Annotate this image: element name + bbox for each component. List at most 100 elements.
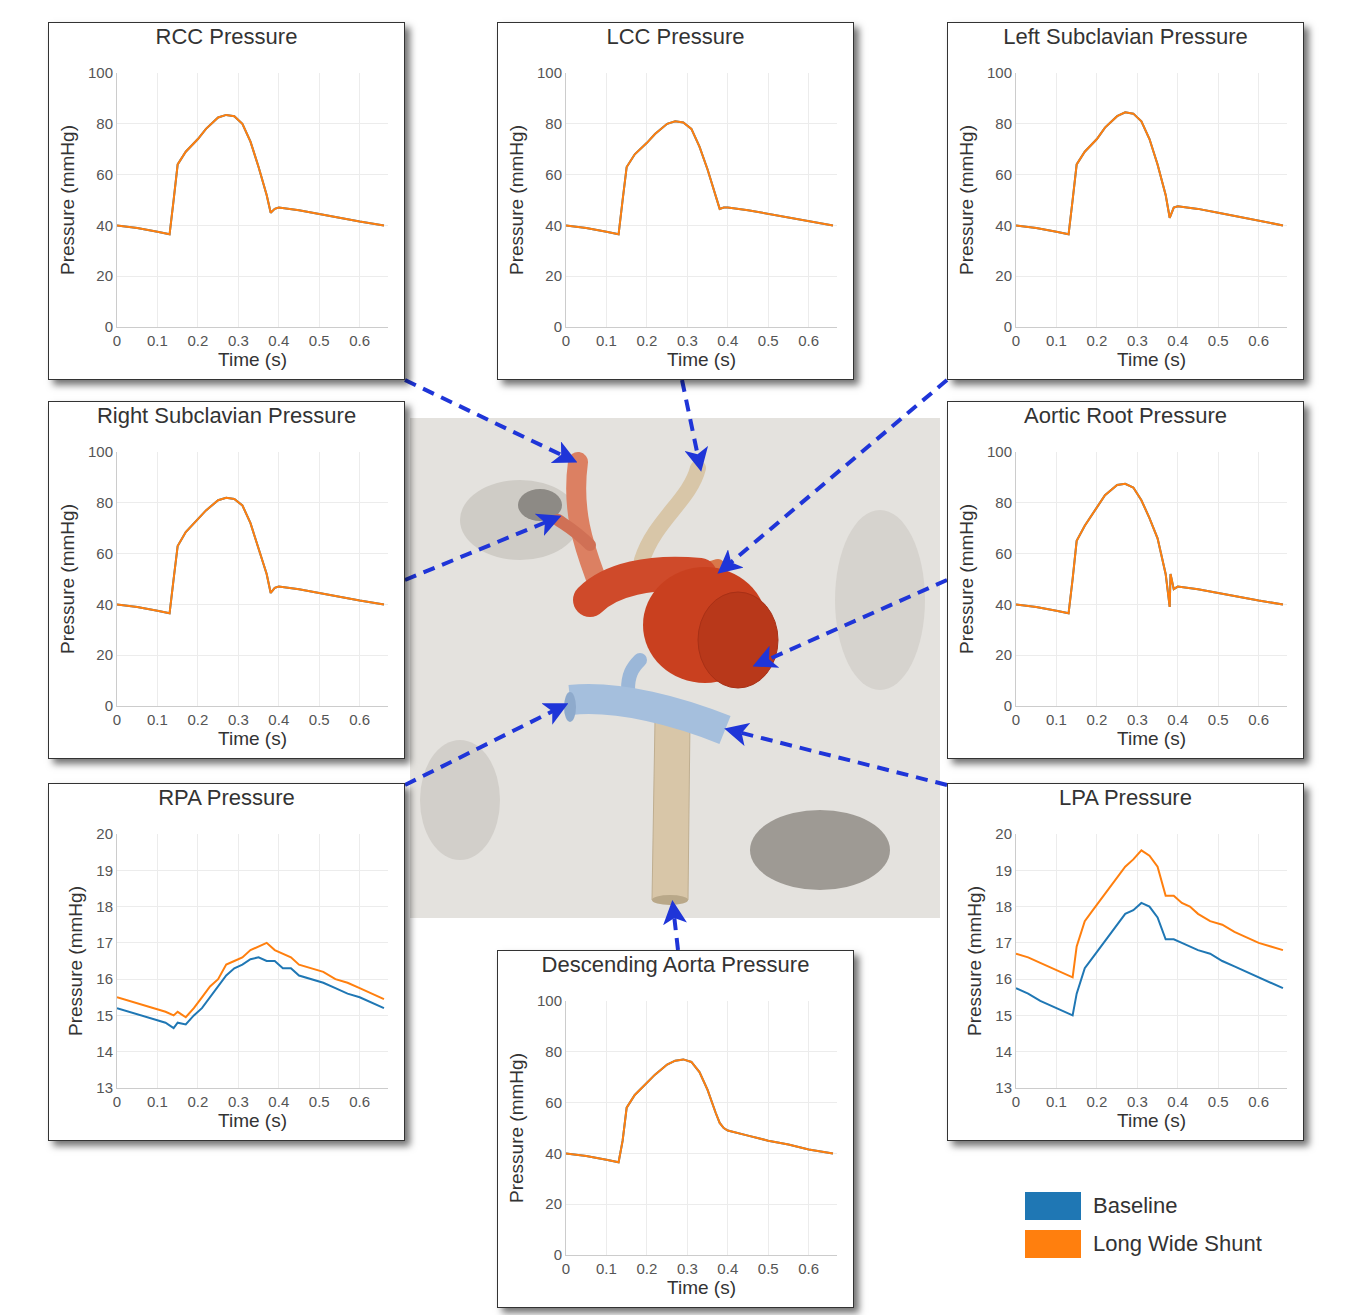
svg-text:Time (s): Time (s) bbox=[667, 1277, 736, 1298]
svg-text:0: 0 bbox=[1004, 697, 1012, 714]
svg-text:0: 0 bbox=[113, 1093, 121, 1110]
svg-text:Pressure (mmHg): Pressure (mmHg) bbox=[506, 125, 527, 275]
svg-text:16: 16 bbox=[96, 970, 113, 987]
svg-text:0.1: 0.1 bbox=[1046, 332, 1067, 349]
svg-text:20: 20 bbox=[545, 1195, 562, 1212]
svg-text:60: 60 bbox=[96, 545, 113, 562]
svg-text:13: 13 bbox=[96, 1079, 113, 1096]
svg-text:0.3: 0.3 bbox=[1127, 711, 1148, 728]
svg-text:14: 14 bbox=[96, 1043, 113, 1060]
svg-text:80: 80 bbox=[995, 494, 1012, 511]
svg-text:0.4: 0.4 bbox=[268, 332, 289, 349]
svg-text:0: 0 bbox=[1012, 1093, 1020, 1110]
svg-text:Pressure (mmHg): Pressure (mmHg) bbox=[57, 125, 78, 275]
svg-text:15: 15 bbox=[995, 1007, 1012, 1024]
svg-text:0.2: 0.2 bbox=[1086, 1093, 1107, 1110]
svg-text:0.1: 0.1 bbox=[147, 711, 168, 728]
svg-text:0.2: 0.2 bbox=[187, 332, 208, 349]
svg-text:0.6: 0.6 bbox=[798, 1260, 819, 1277]
svg-text:0.6: 0.6 bbox=[349, 711, 370, 728]
svg-text:80: 80 bbox=[96, 115, 113, 132]
svg-text:60: 60 bbox=[995, 545, 1012, 562]
svg-text:0.1: 0.1 bbox=[596, 1260, 617, 1277]
svg-text:0: 0 bbox=[113, 711, 121, 728]
svg-text:0.1: 0.1 bbox=[147, 332, 168, 349]
svg-text:0.5: 0.5 bbox=[758, 332, 779, 349]
svg-text:0.3: 0.3 bbox=[1127, 332, 1148, 349]
svg-text:20: 20 bbox=[96, 825, 113, 842]
svg-text:0.2: 0.2 bbox=[636, 332, 657, 349]
svg-text:0.5: 0.5 bbox=[1208, 332, 1229, 349]
svg-text:60: 60 bbox=[545, 166, 562, 183]
svg-text:0: 0 bbox=[562, 1260, 570, 1277]
svg-text:Time (s): Time (s) bbox=[1117, 728, 1186, 749]
svg-text:0: 0 bbox=[562, 332, 570, 349]
svg-text:0.1: 0.1 bbox=[1046, 1093, 1067, 1110]
svg-text:80: 80 bbox=[96, 494, 113, 511]
svg-text:20: 20 bbox=[995, 825, 1012, 842]
svg-text:0.3: 0.3 bbox=[1127, 1093, 1148, 1110]
svg-text:20: 20 bbox=[96, 646, 113, 663]
svg-text:RCC Pressure: RCC Pressure bbox=[156, 24, 298, 49]
svg-text:Pressure (mmHg): Pressure (mmHg) bbox=[956, 125, 977, 275]
svg-text:Time (s): Time (s) bbox=[218, 349, 287, 370]
svg-text:0.3: 0.3 bbox=[228, 332, 249, 349]
svg-text:LCC Pressure: LCC Pressure bbox=[606, 24, 744, 49]
svg-text:0.6: 0.6 bbox=[1248, 711, 1269, 728]
svg-text:0: 0 bbox=[1012, 332, 1020, 349]
svg-text:0.2: 0.2 bbox=[1086, 711, 1107, 728]
svg-text:Descending Aorta Pressure: Descending Aorta Pressure bbox=[542, 952, 810, 977]
svg-text:0.6: 0.6 bbox=[1248, 332, 1269, 349]
svg-text:40: 40 bbox=[96, 596, 113, 613]
svg-text:60: 60 bbox=[995, 166, 1012, 183]
svg-text:Time (s): Time (s) bbox=[667, 349, 736, 370]
svg-text:LPA Pressure: LPA Pressure bbox=[1059, 785, 1192, 810]
svg-text:40: 40 bbox=[545, 1145, 562, 1162]
svg-text:0.1: 0.1 bbox=[1046, 711, 1067, 728]
svg-text:0.5: 0.5 bbox=[309, 1093, 330, 1110]
svg-text:Time (s): Time (s) bbox=[1117, 1110, 1186, 1131]
svg-text:100: 100 bbox=[537, 992, 562, 1009]
svg-text:18: 18 bbox=[96, 898, 113, 915]
svg-text:0.6: 0.6 bbox=[1248, 1093, 1269, 1110]
svg-text:40: 40 bbox=[995, 596, 1012, 613]
svg-text:13: 13 bbox=[995, 1079, 1012, 1096]
svg-text:100: 100 bbox=[987, 64, 1012, 81]
svg-text:20: 20 bbox=[995, 646, 1012, 663]
svg-text:0.3: 0.3 bbox=[228, 1093, 249, 1110]
svg-text:0.5: 0.5 bbox=[1208, 1093, 1229, 1110]
svg-text:0: 0 bbox=[105, 697, 113, 714]
svg-text:Pressure (mmHg): Pressure (mmHg) bbox=[964, 886, 985, 1036]
svg-text:0.5: 0.5 bbox=[309, 711, 330, 728]
svg-text:100: 100 bbox=[88, 64, 113, 81]
svg-text:40: 40 bbox=[96, 217, 113, 234]
svg-text:20: 20 bbox=[96, 267, 113, 284]
svg-text:Right Subclavian Pressure: Right Subclavian Pressure bbox=[97, 403, 356, 428]
svg-text:0.4: 0.4 bbox=[268, 1093, 289, 1110]
svg-text:0.3: 0.3 bbox=[677, 1260, 698, 1277]
svg-text:100: 100 bbox=[537, 64, 562, 81]
svg-text:Time (s): Time (s) bbox=[218, 728, 287, 749]
svg-text:0.4: 0.4 bbox=[1167, 711, 1188, 728]
svg-text:40: 40 bbox=[545, 217, 562, 234]
svg-text:80: 80 bbox=[995, 115, 1012, 132]
svg-text:0: 0 bbox=[1012, 711, 1020, 728]
svg-text:0.5: 0.5 bbox=[758, 1260, 779, 1277]
svg-text:Left Subclavian Pressure: Left Subclavian Pressure bbox=[1003, 24, 1248, 49]
svg-text:17: 17 bbox=[995, 934, 1012, 951]
svg-text:0.2: 0.2 bbox=[187, 711, 208, 728]
svg-text:0: 0 bbox=[105, 318, 113, 335]
svg-text:19: 19 bbox=[995, 862, 1012, 879]
svg-text:80: 80 bbox=[545, 1043, 562, 1060]
svg-text:Aortic Root Pressure: Aortic Root Pressure bbox=[1024, 403, 1227, 428]
svg-text:20: 20 bbox=[545, 267, 562, 284]
svg-text:17: 17 bbox=[96, 934, 113, 951]
svg-text:60: 60 bbox=[96, 166, 113, 183]
svg-text:0.6: 0.6 bbox=[349, 332, 370, 349]
svg-text:80: 80 bbox=[545, 115, 562, 132]
svg-text:60: 60 bbox=[545, 1094, 562, 1111]
svg-text:Pressure (mmHg): Pressure (mmHg) bbox=[506, 1053, 527, 1203]
svg-text:0.6: 0.6 bbox=[798, 332, 819, 349]
svg-text:20: 20 bbox=[995, 267, 1012, 284]
svg-text:0: 0 bbox=[554, 1246, 562, 1263]
